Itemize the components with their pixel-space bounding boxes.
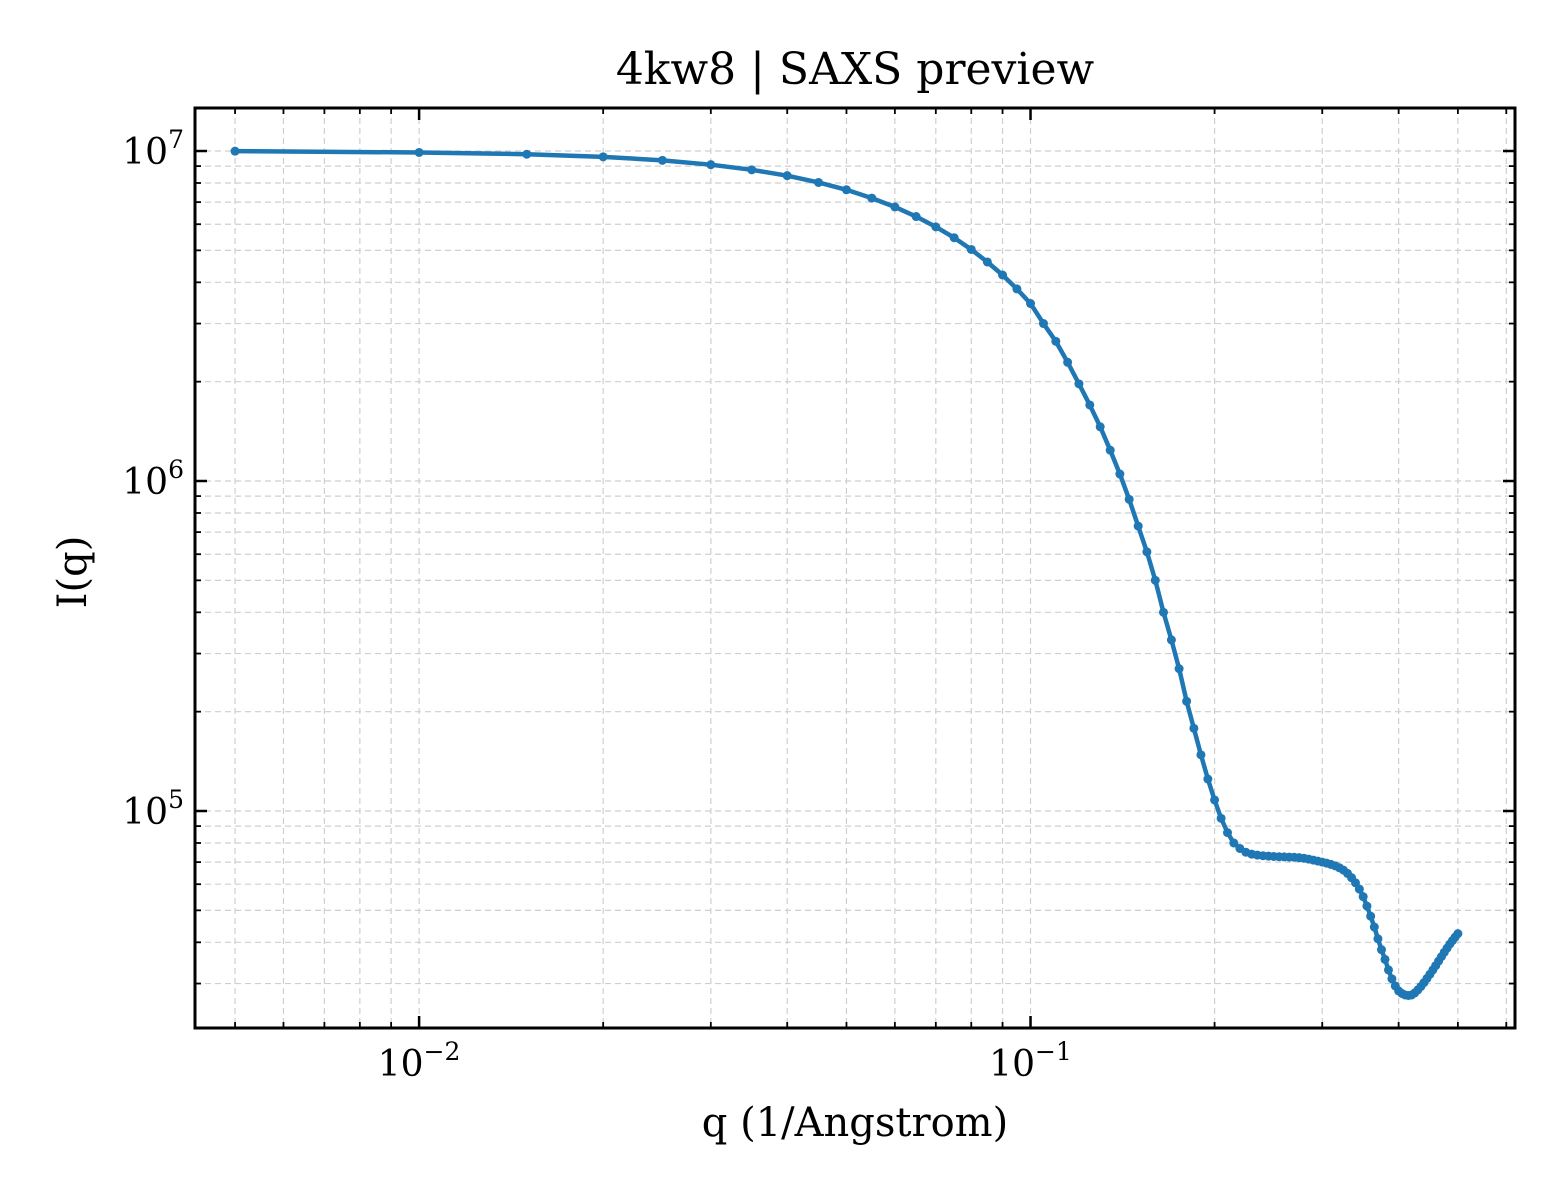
data-point <box>998 270 1008 280</box>
data-point <box>1203 774 1213 784</box>
data-point <box>1124 494 1134 504</box>
x-tick-label-base: 10 <box>989 1044 1035 1085</box>
x-tick-label-exponent: −1 <box>1035 1037 1072 1066</box>
data-point <box>1223 828 1233 838</box>
data-point <box>706 160 716 170</box>
data-point <box>1383 965 1393 975</box>
y-tick-label-exponent: 6 <box>168 455 184 484</box>
plot-frame <box>193 106 1517 1030</box>
y-tick-label-exponent: 7 <box>168 125 184 154</box>
data-point <box>982 257 992 267</box>
data-point <box>1174 664 1184 674</box>
x-axis-label: q (1/Angstrom) <box>702 1100 1008 1146</box>
data-point <box>1373 934 1383 944</box>
data-point <box>1074 379 1084 389</box>
data-point <box>1142 547 1152 557</box>
data-point <box>1115 469 1125 479</box>
y-tick-label: 106 <box>122 455 184 503</box>
data-point <box>598 152 608 162</box>
data-point <box>1038 319 1048 329</box>
data-point <box>522 149 532 159</box>
data-point <box>1354 884 1364 894</box>
data-point <box>1229 838 1239 848</box>
x-tick-label: 10−1 <box>989 1037 1072 1085</box>
y-tick-label-base: 10 <box>122 132 168 173</box>
data-point <box>1085 400 1095 410</box>
data-point <box>1063 357 1073 367</box>
data-point <box>911 212 921 222</box>
grid <box>195 108 1515 1028</box>
data-point <box>657 155 667 165</box>
data-point <box>966 244 976 254</box>
x-tick-label: 10−2 <box>378 1037 461 1085</box>
data-point <box>1150 575 1160 585</box>
y-tick-label: 105 <box>122 785 184 833</box>
data-point <box>813 177 823 187</box>
data-point <box>1189 723 1199 733</box>
data-point <box>1387 974 1397 984</box>
data-point <box>841 185 851 195</box>
data-point <box>1026 299 1036 309</box>
data-point <box>1216 813 1226 823</box>
data-point <box>414 147 424 157</box>
y-tick-label: 107 <box>122 125 184 173</box>
y-tick-label-base: 10 <box>122 792 168 833</box>
data-point <box>230 146 240 156</box>
data-point <box>867 193 877 203</box>
data-point <box>1210 795 1220 805</box>
y-axis-label: I(q) <box>50 536 96 609</box>
data-point <box>1362 901 1372 911</box>
y-tick-label-exponent: 5 <box>168 785 184 814</box>
data-point <box>1380 954 1390 964</box>
data-point <box>1196 750 1206 760</box>
series-layer <box>230 146 1463 1000</box>
data-point <box>1366 911 1376 921</box>
data-point <box>1051 336 1061 346</box>
data-point <box>931 222 941 232</box>
data-point <box>1358 892 1368 902</box>
y-tick-label-base: 10 <box>122 462 168 503</box>
data-point <box>1369 922 1379 932</box>
data-point <box>1105 445 1115 455</box>
data-point <box>949 233 959 243</box>
data-point <box>1166 635 1176 645</box>
data-point <box>747 165 757 175</box>
data-point <box>1376 945 1386 955</box>
data-point <box>1182 696 1192 706</box>
chart-title: 4kw8 | SAXS preview <box>616 44 1095 95</box>
data-point <box>1095 422 1105 432</box>
data-point <box>1158 607 1168 617</box>
data-point <box>890 202 900 212</box>
data-point <box>1133 521 1143 531</box>
x-tick-label-base: 10 <box>378 1044 424 1085</box>
data-point <box>782 171 792 181</box>
data-point <box>1453 929 1463 939</box>
x-tick-label-exponent: −2 <box>424 1037 461 1066</box>
data-point <box>1012 284 1022 294</box>
